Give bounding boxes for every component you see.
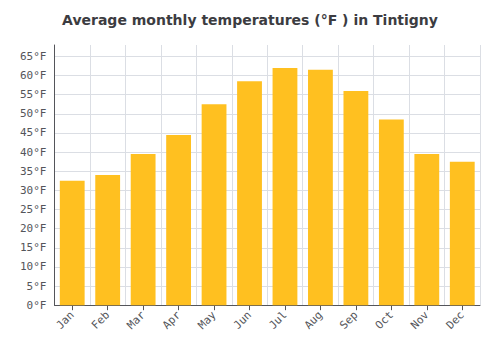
svg-text:55°F: 55°F — [20, 88, 47, 101]
svg-text:Oct: Oct — [373, 309, 396, 332]
svg-text:Apr: Apr — [160, 308, 183, 331]
svg-text:30°F: 30°F — [20, 184, 47, 197]
svg-text:Average monthly temperatures (: Average monthly temperatures (°F ) in Ti… — [62, 12, 438, 28]
svg-text:5°F: 5°F — [27, 280, 47, 293]
svg-text:Feb: Feb — [89, 309, 112, 332]
svg-text:Nov: Nov — [408, 308, 431, 331]
svg-text:25°F: 25°F — [20, 203, 47, 216]
svg-text:0°F: 0°F — [27, 299, 47, 312]
svg-text:45°F: 45°F — [20, 126, 47, 139]
svg-text:35°F: 35°F — [20, 165, 47, 178]
svg-text:10°F: 10°F — [20, 260, 47, 273]
svg-text:Mar: Mar — [125, 308, 148, 331]
svg-text:50°F: 50°F — [20, 107, 47, 120]
svg-text:15°F: 15°F — [20, 241, 47, 254]
svg-text:Sep: Sep — [337, 309, 360, 332]
svg-text:20°F: 20°F — [20, 222, 47, 235]
svg-text:Dec: Dec — [444, 309, 467, 332]
svg-text:65°F: 65°F — [20, 50, 47, 63]
svg-text:Jul: Jul — [266, 309, 289, 332]
svg-text:60°F: 60°F — [20, 69, 47, 82]
svg-text:Jun: Jun — [231, 309, 254, 332]
svg-text:40°F: 40°F — [20, 146, 47, 159]
svg-text:May: May — [195, 308, 218, 331]
svg-text:Jan: Jan — [54, 309, 77, 332]
svg-text:Aug: Aug — [302, 309, 325, 332]
